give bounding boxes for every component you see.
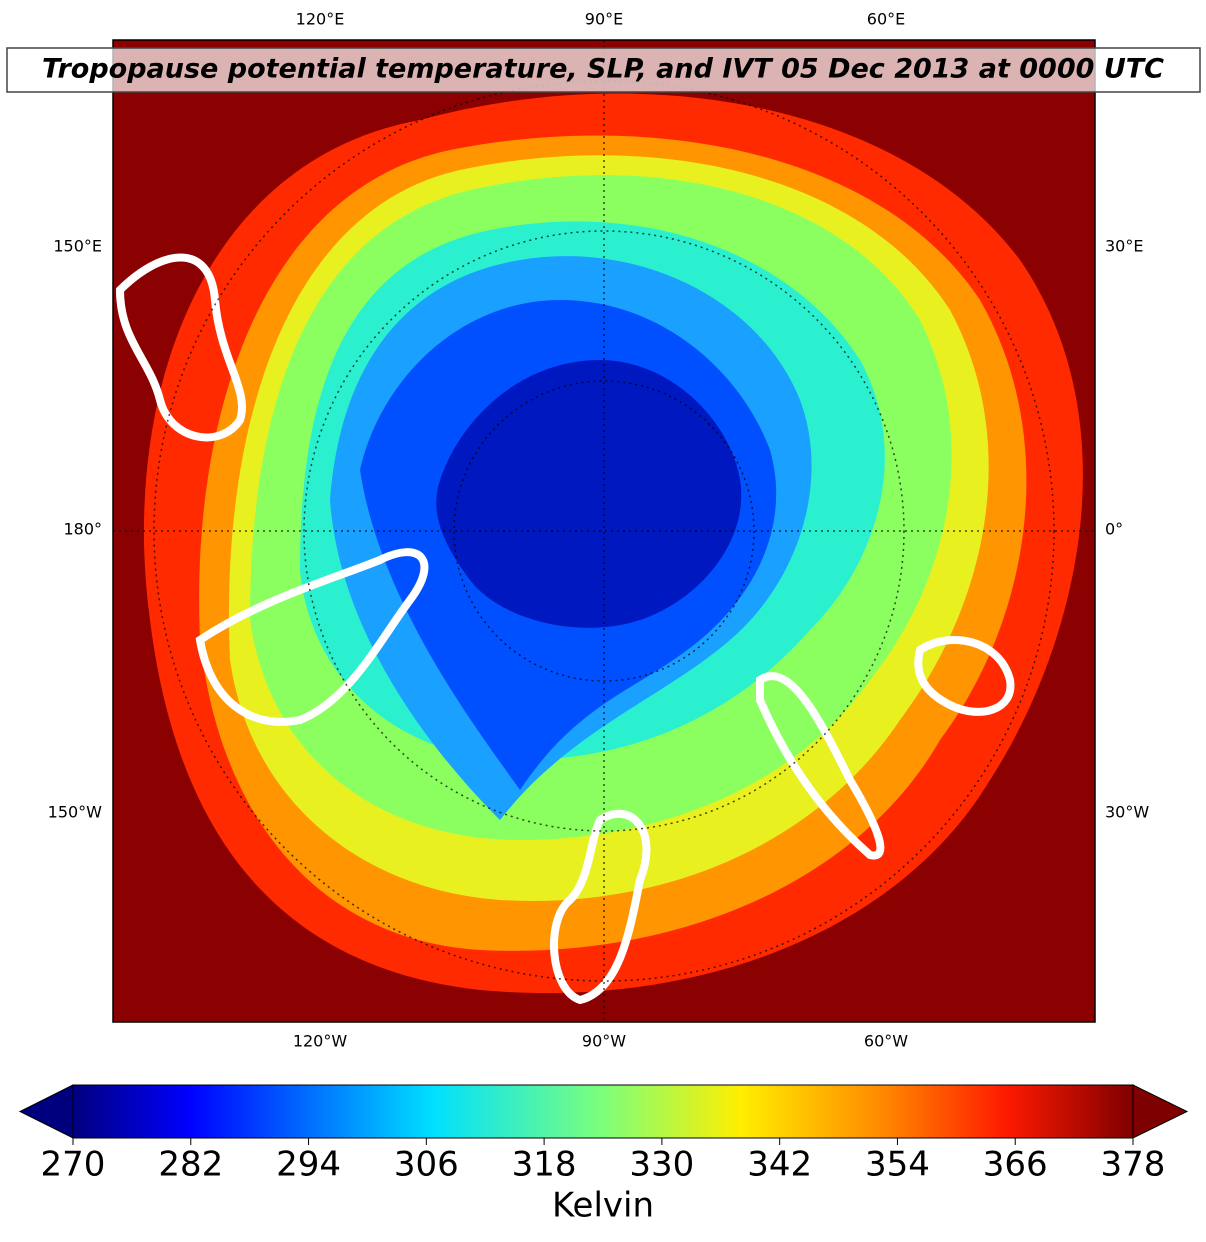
coordinate-labels: 120°E 90°E 60°E 120°W 90°W 60°W 150°E 180° 150°W… — [48, 10, 1150, 1051]
lon-label: 150°E — [53, 237, 102, 256]
colorbar-tick-label: 354 — [865, 1145, 930, 1185]
lon-label: 180° — [63, 520, 102, 539]
lon-label: 30°W — [1105, 803, 1149, 822]
lon-label: 150°W — [48, 803, 103, 822]
colorbar-label: Kelvin — [552, 1186, 654, 1226]
lon-label: 60°W — [864, 1032, 908, 1051]
colorbar-tick-label: 294 — [276, 1145, 341, 1185]
lon-label: 120°E — [296, 10, 345, 29]
colorbar — [18, 1084, 1189, 1139]
lon-label: 90°W — [582, 1032, 626, 1051]
map — [113, 40, 1095, 1022]
colorbar-tick-label: 270 — [41, 1145, 106, 1185]
title: Tropopause potential temperature, SLP, a… — [42, 54, 1164, 85]
lon-label: 30°E — [1105, 237, 1143, 256]
lon-label: 60°E — [867, 10, 905, 29]
colorbar-extend-high — [1132, 1084, 1189, 1139]
colorbar-tick-label: 306 — [394, 1145, 459, 1185]
lon-label: 120°W — [293, 1032, 348, 1051]
colorbar-frame — [72, 1084, 1134, 1139]
title-box — [6, 47, 1201, 93]
colorbar-extend-low — [18, 1084, 74, 1139]
lon-label: 90°E — [585, 10, 623, 29]
colorbar-tick-label: 330 — [629, 1145, 694, 1185]
colorbar-tick-label: 378 — [1101, 1145, 1166, 1185]
lon-label: 0° — [1105, 520, 1123, 539]
colorbar-ticks: 270 282 294 306 318 330 342 354 366 378 — [41, 1138, 1166, 1185]
colorbar-tick-label: 282 — [158, 1145, 223, 1185]
colorbar-tick-label: 318 — [512, 1145, 577, 1185]
colorbar-bar — [73, 1085, 1133, 1138]
colorbar-tick-label: 342 — [747, 1145, 812, 1185]
map-frame — [112, 39, 1096, 1023]
colorbar-tick-label: 366 — [983, 1145, 1048, 1185]
